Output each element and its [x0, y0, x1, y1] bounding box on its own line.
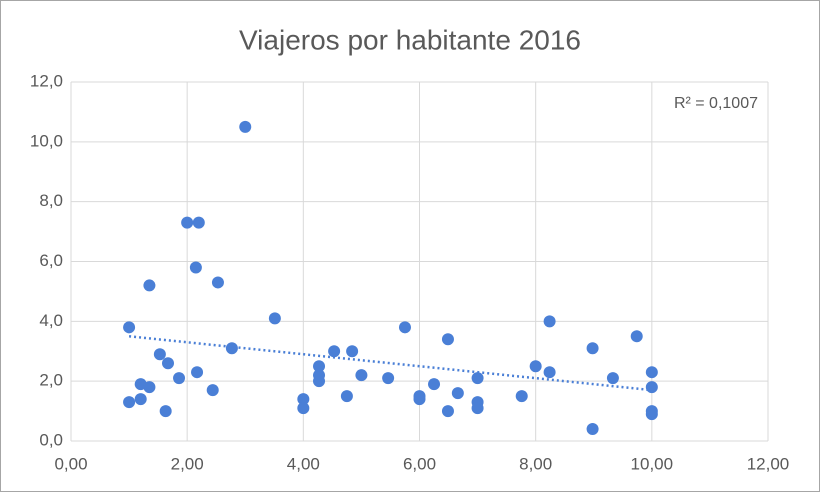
x-tick-label: 8,00 [519, 454, 552, 473]
point [134, 393, 147, 406]
x-tick-label: 0,00 [54, 454, 87, 473]
y-tick-label: 8,0 [39, 191, 63, 210]
point [268, 312, 281, 325]
point [297, 402, 310, 415]
point [192, 216, 205, 229]
point [153, 348, 166, 361]
point [630, 330, 643, 343]
point [606, 372, 619, 385]
point [297, 393, 310, 406]
point [471, 372, 484, 385]
point [239, 120, 252, 133]
point [428, 378, 441, 391]
point [543, 315, 556, 328]
y-tick-label: 4,0 [39, 311, 63, 330]
point [225, 342, 238, 355]
point [206, 384, 219, 397]
point [586, 423, 599, 436]
point [529, 360, 542, 373]
point [471, 402, 484, 415]
y-tick-label: 6,0 [39, 251, 63, 270]
x-tick-label: 4,00 [287, 454, 320, 473]
point [346, 345, 359, 358]
point [586, 342, 599, 355]
y-tick-label: 2,0 [39, 371, 63, 390]
point [181, 216, 194, 229]
point [191, 366, 204, 379]
point [543, 366, 556, 379]
point [159, 405, 172, 418]
point [123, 396, 136, 409]
point [161, 357, 174, 370]
x-tick-label: 10,00 [631, 454, 674, 473]
point [211, 276, 224, 289]
r-squared: R² = 0,1007 [674, 95, 758, 112]
x-tick-label: 12,00 [747, 454, 790, 473]
x-tick-label: 6,00 [403, 454, 436, 473]
point [413, 393, 426, 406]
point [441, 333, 454, 346]
point [515, 390, 528, 403]
point [441, 405, 454, 418]
point [451, 387, 464, 400]
point [382, 372, 395, 385]
point [313, 360, 326, 373]
point [340, 390, 353, 403]
point [313, 375, 326, 388]
point [173, 372, 186, 385]
x-tick-label: 2,00 [171, 454, 204, 473]
chart-title: Viajeros por habitante 2016 [239, 24, 581, 55]
point [355, 369, 368, 382]
point [143, 381, 156, 394]
point [143, 279, 156, 292]
point [398, 321, 411, 334]
y-tick-label: 0,0 [39, 430, 63, 449]
point [645, 408, 658, 421]
point [123, 321, 136, 334]
point [328, 345, 341, 358]
point [189, 261, 202, 274]
y-tick-label: 12,0 [30, 71, 63, 90]
point [645, 366, 658, 379]
point [645, 381, 658, 394]
y-tick-label: 10,0 [30, 131, 63, 150]
